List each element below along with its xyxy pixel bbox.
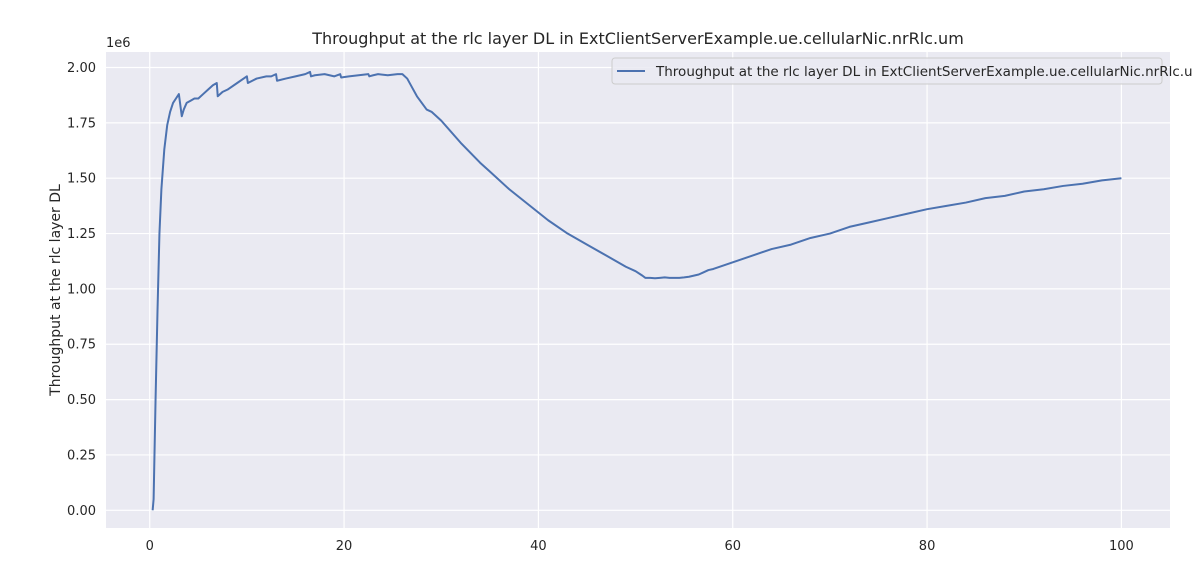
y-tick-label: 1.50 xyxy=(67,172,96,187)
y-tick-label: 0.75 xyxy=(67,338,96,353)
plot-background xyxy=(106,52,1170,528)
y-tick-label: 1.25 xyxy=(67,227,96,242)
legend-box xyxy=(611,57,1163,85)
legend: Throughput at the rlc layer DL in ExtCli… xyxy=(611,57,1192,85)
y-tick-label: 2.00 xyxy=(67,61,96,76)
x-tick-label: 100 xyxy=(1109,539,1134,554)
y-tick-label: 1.00 xyxy=(67,282,96,297)
y-tick-label: 0.00 xyxy=(67,504,96,519)
chart-title: Throughput at the rlc layer DL in ExtCli… xyxy=(311,29,964,48)
x-tick-label: 80 xyxy=(919,539,936,554)
y-tick-label: 1.75 xyxy=(67,116,96,131)
x-tick-label: 0 xyxy=(146,539,154,554)
y-offset-label: 1e6 xyxy=(106,36,131,51)
x-tick-label: 40 xyxy=(530,539,547,554)
y-axis-label: Throughput at the rlc layer DL xyxy=(48,184,64,397)
y-tick-label: 0.25 xyxy=(67,448,96,463)
y-tick-label: 0.50 xyxy=(67,393,96,408)
x-tick-label: 20 xyxy=(336,539,353,554)
x-axis-ticks: 0 20 40 60 80 100 xyxy=(146,539,1134,554)
x-tick-label: 60 xyxy=(724,539,741,554)
legend-entry: Throughput at the rlc layer DL in ExtCli… xyxy=(655,64,1192,80)
y-axis-ticks: 0.00 0.25 0.50 0.75 1.00 1.25 1.50 1.75 2.00 xyxy=(67,61,96,519)
series-line xyxy=(151,70,1122,511)
